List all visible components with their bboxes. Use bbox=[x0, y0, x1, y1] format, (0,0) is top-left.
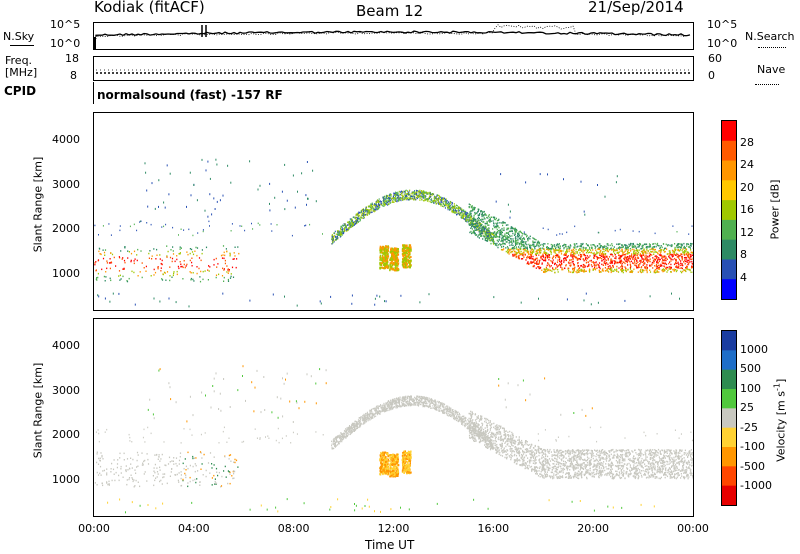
power-heatmap bbox=[94, 158, 693, 308]
freq-label: Freq. bbox=[5, 54, 33, 67]
power-y-tick: 2000 bbox=[52, 222, 80, 236]
freq-right-tick-bottom: 0 bbox=[708, 69, 715, 82]
beam-title: Beam 12 bbox=[356, 2, 424, 20]
noise-left-tick-top: 10^5 bbox=[50, 18, 81, 31]
cpid-tick bbox=[93, 82, 94, 104]
x-tick: 00:00 bbox=[677, 522, 709, 535]
freq-right-tick-top: 60 bbox=[708, 52, 722, 65]
noise-right-tick-bottom: 10^0 bbox=[707, 37, 738, 50]
x-tick: 20:00 bbox=[577, 522, 609, 535]
freq-panel bbox=[93, 56, 694, 81]
noise-search-label: N.Search bbox=[745, 30, 795, 43]
velocity-colorbar-tick: -100 bbox=[740, 440, 765, 454]
freq-unit-label: [MHz] bbox=[5, 66, 38, 79]
freq-trace bbox=[96, 69, 691, 74]
velocity-colorbar-label: Velocity [m s-1] bbox=[773, 365, 788, 475]
power-y-tick: 3000 bbox=[52, 177, 80, 191]
freq-left-tick-top: 18 bbox=[65, 52, 79, 65]
noise-left-tick-bottom: 10^0 bbox=[50, 37, 81, 50]
velocity-y-tick: 4000 bbox=[52, 338, 80, 352]
power-panel bbox=[93, 112, 694, 311]
power-ylabel: Slant Range [km] bbox=[31, 156, 45, 253]
power-colorbar-tick: 28 bbox=[740, 135, 754, 149]
nave-label: Nave bbox=[757, 63, 786, 76]
power-colorbar-label: Power [dB] bbox=[768, 179, 782, 240]
date-title: 21/Sep/2014 bbox=[588, 0, 684, 16]
velocity-panel bbox=[93, 318, 694, 517]
cpid-label: CPID bbox=[4, 84, 37, 98]
velocity-y-tick: 2000 bbox=[52, 428, 80, 442]
power-y-tick: 1000 bbox=[52, 267, 80, 281]
velocity-ylabel: Slant Range [km] bbox=[31, 362, 45, 459]
velocity-y-tick: 1000 bbox=[52, 473, 80, 487]
station-title: Kodiak (fitACF) bbox=[94, 0, 205, 16]
velocity-colorbar-label-close: ] bbox=[774, 378, 788, 384]
x-tick: 12:00 bbox=[377, 522, 410, 535]
noise-panel bbox=[93, 22, 694, 50]
power-colorbar-tick: 16 bbox=[740, 203, 754, 216]
velocity-colorbar-tick: -1000 bbox=[740, 479, 772, 493]
power-colorbar-tick: 12 bbox=[740, 225, 754, 239]
x-axis-label: Time UT bbox=[365, 538, 415, 552]
noise-sky-label: N.Sky bbox=[3, 30, 35, 43]
noise-right-tick-top: 10^5 bbox=[707, 18, 738, 31]
noise-sky-legend-line bbox=[10, 45, 34, 46]
noise-search-legend-line bbox=[758, 47, 786, 48]
velocity-colorbar-tick: -25 bbox=[740, 420, 758, 434]
power-colorbar-tick: 20 bbox=[740, 180, 754, 194]
velocity-heatmap bbox=[94, 365, 693, 514]
velocity-colorbar-tick: 1000 bbox=[740, 342, 768, 356]
velocity-colorbar-tick: 100 bbox=[740, 381, 761, 395]
velocity-colorbar-label-sup: -1 bbox=[772, 383, 782, 392]
power-colorbar-tick: 4 bbox=[740, 270, 747, 284]
velocity-colorbar-tick: -500 bbox=[740, 459, 765, 473]
power-y-tick: 4000 bbox=[52, 132, 80, 146]
freq-left-tick-bottom: 8 bbox=[70, 69, 77, 82]
x-tick: 04:00 bbox=[177, 522, 210, 535]
velocity-colorbar-label-text: Velocity [m s bbox=[774, 391, 788, 462]
power-colorbar-tick: 24 bbox=[740, 158, 754, 171]
nave-legend-line bbox=[755, 84, 779, 85]
noise-trace bbox=[94, 24, 691, 49]
cpid-mode: normalsound (fast) -157 RF bbox=[97, 88, 283, 102]
velocity-colorbar bbox=[721, 330, 737, 506]
x-tick: 08:00 bbox=[277, 522, 310, 535]
power-colorbar bbox=[721, 120, 737, 300]
power-colorbar-tick: 8 bbox=[740, 248, 747, 261]
velocity-y-tick: 3000 bbox=[52, 383, 80, 397]
x-tick: 00:00 bbox=[78, 522, 110, 535]
velocity-colorbar-tick: 25 bbox=[740, 401, 754, 415]
x-tick: 16:00 bbox=[477, 522, 510, 535]
velocity-colorbar-tick: 500 bbox=[740, 362, 761, 376]
